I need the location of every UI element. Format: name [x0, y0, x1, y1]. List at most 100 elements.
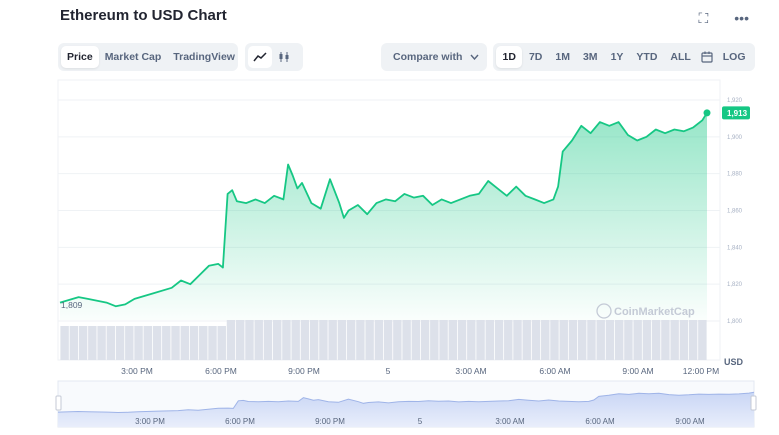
calendar-icon[interactable]: [697, 51, 716, 63]
volume-bar: [254, 320, 263, 360]
volume-bar: [291, 320, 300, 360]
current-price-label: 1,913: [727, 109, 748, 118]
line-chart-icon[interactable]: [248, 46, 272, 68]
volume-bar: [633, 320, 642, 360]
tab-tradingview[interactable]: TradingView: [173, 51, 235, 63]
x-tick-label: 12:00 PM: [683, 366, 719, 376]
volume-bar: [78, 326, 88, 360]
time-range-tabs: 1D 7D 1M 3M 1Y YTD ALL LOG: [493, 43, 755, 71]
volume-bar: [494, 320, 504, 360]
volume-bar: [420, 320, 430, 360]
volume-bar: [679, 320, 689, 360]
volume-bar: [485, 320, 495, 360]
price-chart[interactable]: 1,920 1,900 1,880 1,860 1,840 1,820 1,800 1,91…: [0, 78, 779, 435]
volume-bar: [439, 320, 448, 360]
volume-bar: [282, 320, 291, 360]
navigator-tick-label: 6:00 PM: [225, 417, 255, 426]
volume-bar: [346, 320, 356, 360]
x-tick-label: 6:00 PM: [205, 366, 237, 376]
volume-bar: [642, 320, 652, 360]
range-7d[interactable]: 7D: [528, 51, 543, 63]
volume-bar: [688, 320, 698, 360]
volume-bar: [143, 326, 153, 360]
x-tick-label: 6:00 AM: [539, 366, 570, 376]
volume-bar: [319, 320, 328, 360]
start-price-label: 1,809: [61, 300, 83, 310]
volume-bar: [365, 320, 374, 360]
volume-bar: [226, 320, 236, 360]
coinmarketcap-logo-icon: [596, 303, 612, 319]
watermark-text: CoinMarketCap: [614, 306, 695, 318]
navigator-tick-label: 6:00 AM: [585, 417, 615, 426]
range-1y[interactable]: 1Y: [610, 51, 624, 63]
expand-icon[interactable]: ⛶: [698, 10, 709, 26]
volume-bar: [309, 320, 319, 360]
navigator-tick-label: 3:00 AM: [495, 417, 525, 426]
volume-bar: [69, 326, 79, 360]
volume-bar: [393, 320, 402, 360]
volume-bar: [263, 320, 273, 360]
volume-bar: [430, 320, 439, 360]
range-1d[interactable]: 1D: [496, 46, 523, 68]
candlestick-icon[interactable]: [272, 46, 296, 68]
navigator-tick-label: 5: [418, 417, 423, 426]
volume-bar: [162, 326, 171, 360]
navigator[interactable]: 3:00 PM 6:00 PM 9:00 PM 5 3:00 AM 6:00 AM 9:00…: [55, 380, 757, 428]
range-all[interactable]: ALL: [670, 51, 691, 63]
volume-bar: [245, 320, 254, 360]
volume-bar: [476, 320, 485, 360]
top-actions: ⛶ •••: [698, 10, 749, 27]
tab-market-cap[interactable]: Market Cap: [104, 51, 162, 63]
volume-bar: [541, 320, 550, 360]
volume-bar: [587, 320, 596, 360]
chevron-down-icon: [470, 51, 479, 63]
navigator-area: [58, 392, 754, 427]
volume-bar: [328, 320, 337, 360]
navigator-tick-label: 9:00 AM: [675, 417, 705, 426]
volume-bar: [513, 320, 522, 360]
volume-bar: [125, 326, 134, 360]
navigator-right-handle[interactable]: [750, 395, 757, 411]
volume-bar: [88, 326, 97, 360]
current-price-dot: [703, 109, 711, 117]
volume-bar: [134, 326, 143, 360]
volume-bar: [236, 320, 245, 360]
volume-bar: [272, 320, 282, 360]
volume-bar: [300, 320, 310, 360]
y-tick-label: 1,800: [727, 319, 743, 325]
price-area: [60, 112, 707, 321]
x-tick-label: 3:00 AM: [455, 366, 486, 376]
volume-bar: [522, 320, 531, 360]
tab-price[interactable]: Price: [61, 46, 99, 68]
compare-dropdown[interactable]: Compare with: [381, 43, 487, 71]
volume-bar: [217, 326, 226, 360]
volume-bar: [411, 320, 421, 360]
volume-bar: [457, 320, 467, 360]
volume-bar: [383, 320, 393, 360]
x-tick-label: 9:00 AM: [622, 366, 653, 376]
volume-bar: [568, 320, 578, 360]
chart-type-tabs: Price Market Cap TradingView: [58, 43, 238, 71]
log-toggle[interactable]: LOG: [722, 51, 746, 63]
volume-bar: [356, 320, 365, 360]
range-3m[interactable]: 3M: [582, 51, 598, 63]
y-tick-label: 1,820: [727, 282, 743, 288]
x-tick-label: 9:00 PM: [288, 366, 320, 376]
chart-style-toggle: [245, 43, 303, 71]
price-line: [59, 112, 708, 308]
volume-bar: [97, 326, 106, 360]
navigator-left-handle[interactable]: [55, 395, 62, 411]
volume-bar: [337, 320, 347, 360]
navigator-line: [57, 391, 755, 414]
volume-bar: [578, 320, 587, 360]
x-tick-label: 5: [386, 366, 391, 376]
range-1m[interactable]: 1M: [555, 51, 570, 63]
x-tick-label: 3:00 PM: [121, 366, 153, 376]
volume-bar: [624, 320, 633, 360]
currency-label: USD: [724, 357, 744, 367]
volume-bar: [106, 326, 116, 360]
range-ytd[interactable]: YTD: [636, 51, 658, 63]
y-tick-label: 1,920: [727, 98, 743, 104]
more-icon[interactable]: •••: [734, 10, 749, 26]
volume-bar: [199, 326, 208, 360]
